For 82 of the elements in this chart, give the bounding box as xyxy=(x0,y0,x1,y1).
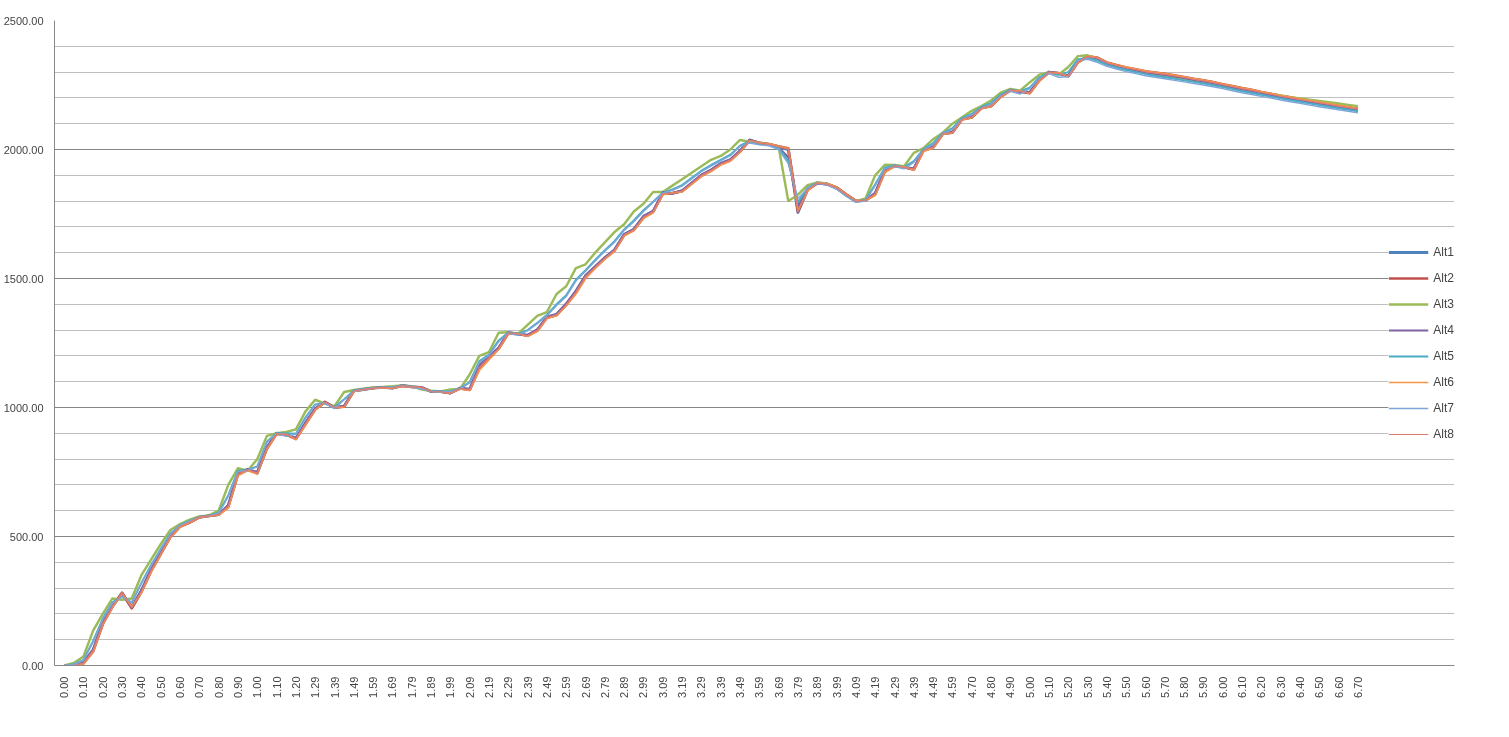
x-tick-label: 1.59 xyxy=(367,676,380,698)
x-tick-label: 6.60 xyxy=(1332,676,1345,698)
x-tick-label: 1.10 xyxy=(270,676,283,698)
x-tick-label: 4.59 xyxy=(946,676,959,698)
x-tick-label: 4.49 xyxy=(927,676,940,698)
x-tick-label: 2.39 xyxy=(521,676,534,698)
x-tick-label: 2.79 xyxy=(598,676,611,698)
x-tick-label: 0.90 xyxy=(231,676,244,698)
x-tick-label: 6.70 xyxy=(1351,676,1364,698)
x-tick-label: 5.00 xyxy=(1023,676,1036,698)
legend-label: Alt7 xyxy=(1433,400,1454,415)
y-tick-label: 1500.00 xyxy=(3,272,44,285)
x-tick-label: 1.69 xyxy=(386,676,399,698)
x-tick-label: 3.59 xyxy=(753,676,766,698)
x-tick-label: 1.89 xyxy=(425,676,438,698)
x-tick-label: 0.40 xyxy=(135,676,148,698)
x-tick-label: 4.19 xyxy=(869,676,882,698)
x-tick-label: 3.49 xyxy=(734,676,747,698)
x-tick-label: 3.79 xyxy=(791,676,804,698)
x-tick-label: 3.09 xyxy=(656,676,669,698)
y-tick-label: 2000.00 xyxy=(3,143,44,156)
legend-label: Alt8 xyxy=(1433,426,1454,441)
x-tick-label: 0.50 xyxy=(154,676,167,698)
x-tick-label: 5.80 xyxy=(1178,676,1191,698)
legend-label: Alt2 xyxy=(1433,270,1454,285)
x-tick-label: 0.10 xyxy=(77,676,90,698)
y-tick-label: 1000.00 xyxy=(3,401,44,414)
x-tick-label: 0.80 xyxy=(212,676,225,698)
x-tick-label: 5.60 xyxy=(1139,676,1152,698)
x-tick-label: 6.50 xyxy=(1313,676,1326,698)
x-tick-label: 6.40 xyxy=(1294,676,1307,698)
x-tick-label: 2.19 xyxy=(482,676,495,698)
x-tick-label: 2.89 xyxy=(618,676,631,698)
legend-label: Alt5 xyxy=(1433,348,1454,363)
legend-label: Alt6 xyxy=(1433,374,1454,389)
x-tick-label: 0.20 xyxy=(96,676,109,698)
x-tick-label: 3.89 xyxy=(811,676,824,698)
y-tick-label: 0.00 xyxy=(22,659,44,672)
x-tick-label: 2.49 xyxy=(540,676,553,698)
y-tick-label: 2500.00 xyxy=(3,14,44,27)
x-tick-label: 4.29 xyxy=(888,676,901,698)
x-tick-label: 4.70 xyxy=(965,676,978,698)
legend-label: Alt3 xyxy=(1433,296,1454,311)
x-tick-label: 1.20 xyxy=(289,676,302,698)
x-tick-label: 5.90 xyxy=(1197,676,1210,698)
legend-label: Alt1 xyxy=(1433,244,1454,259)
x-tick-label: 1.00 xyxy=(251,676,264,698)
x-tick-label: 4.39 xyxy=(907,676,920,698)
x-tick-label: 5.20 xyxy=(1062,676,1075,698)
x-tick-label: 1.99 xyxy=(444,676,457,698)
x-tick-label: 6.00 xyxy=(1216,676,1229,698)
x-tick-label: 0.00 xyxy=(58,676,71,698)
x-tick-label: 5.40 xyxy=(1100,676,1113,698)
x-tick-label: 1.79 xyxy=(405,676,418,698)
x-tick-label: 5.50 xyxy=(1120,676,1133,698)
x-tick-label: 1.39 xyxy=(328,676,341,698)
x-tick-label: 2.59 xyxy=(560,676,573,698)
x-tick-label: 6.30 xyxy=(1274,676,1287,698)
x-tick-label: 3.69 xyxy=(772,676,785,698)
x-tick-label: 2.99 xyxy=(637,676,650,698)
x-tick-label: 5.70 xyxy=(1158,676,1171,698)
legend-label: Alt4 xyxy=(1433,322,1454,337)
x-tick-label: 2.29 xyxy=(502,676,515,698)
x-tick-label: 6.20 xyxy=(1255,676,1268,698)
x-tick-label: 0.70 xyxy=(193,676,206,698)
x-tick-label: 1.49 xyxy=(347,676,360,698)
x-tick-label: 4.09 xyxy=(849,676,862,698)
x-tick-label: 3.39 xyxy=(714,676,727,698)
x-tick-label: 5.30 xyxy=(1081,676,1094,698)
x-tick-label: 1.29 xyxy=(309,676,322,698)
x-tick-label: 0.30 xyxy=(116,676,129,698)
x-tick-label: 3.29 xyxy=(695,676,708,698)
x-tick-label: 4.90 xyxy=(1004,676,1017,698)
x-tick-label: 0.60 xyxy=(174,676,187,698)
x-tick-label: 6.10 xyxy=(1236,676,1249,698)
x-tick-label: 3.19 xyxy=(676,676,689,698)
x-tick-label: 5.10 xyxy=(1042,676,1055,698)
x-tick-label: 2.09 xyxy=(463,676,476,698)
x-tick-label: 3.99 xyxy=(830,676,843,698)
y-tick-label: 500.00 xyxy=(9,530,44,543)
x-tick-label: 2.69 xyxy=(579,676,592,698)
x-tick-label: 4.80 xyxy=(985,676,998,698)
